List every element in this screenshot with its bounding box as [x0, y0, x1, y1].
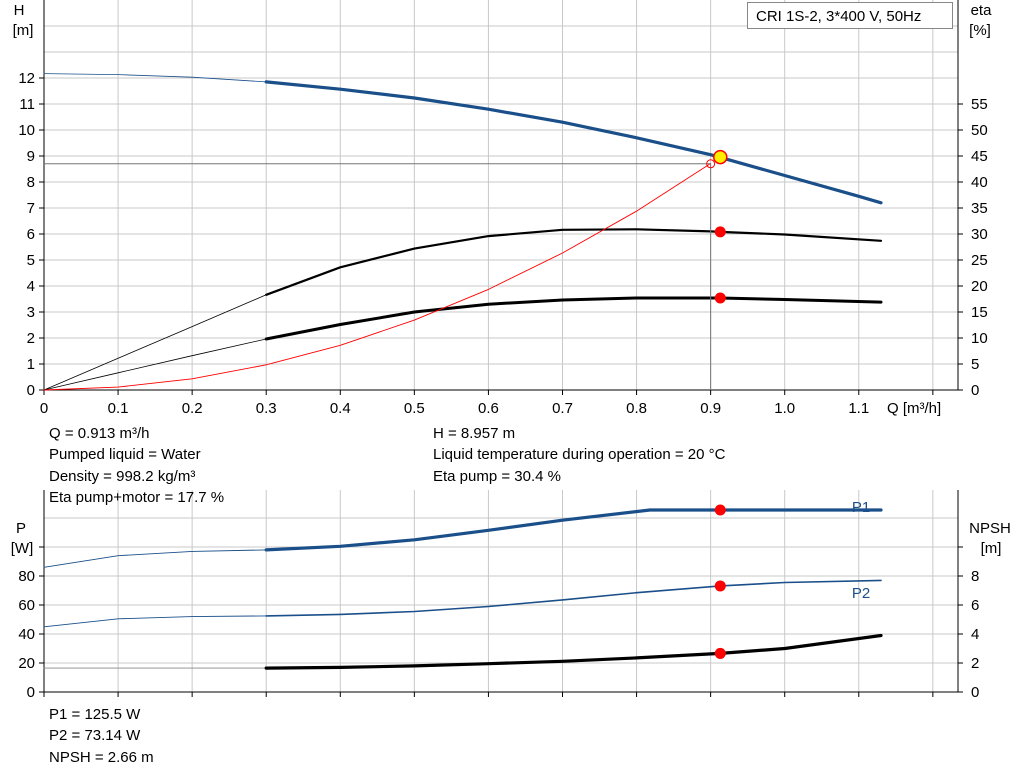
y-left-tick-label: 10: [18, 122, 35, 139]
y-right-tick-label: 30: [971, 226, 988, 243]
x-tick-label: 1.0: [774, 400, 795, 417]
npsh-value: NPSH = 2.66 m: [49, 748, 154, 766]
system-curve-end-marker: [706, 159, 716, 169]
x-tick-label: 0.2: [182, 400, 203, 417]
head-curve-thin: [43, 73, 267, 83]
axes: [39, 0, 963, 697]
npsh-tick-label: 6: [971, 597, 979, 614]
npsh-tick-label: 0: [971, 684, 979, 701]
eta-pump-curve-thin: [43, 294, 267, 391]
npsh-curve-thick: [264, 633, 883, 670]
grid-lines: [43, 0, 958, 693]
system-curve-curve: [43, 163, 712, 391]
x-tick-label: 1.1: [848, 400, 869, 417]
y-left-tick-label: 4: [27, 278, 35, 295]
pump-title-box: CRI 1S-2, 3*400 V, 50Hz: [747, 2, 953, 29]
y-right-axis-label: eta: [971, 2, 993, 19]
y-right-tick-label: 0: [971, 382, 979, 399]
y-left-tick-label: 3: [27, 304, 35, 321]
head-curve-thick: [264, 80, 883, 205]
p1-series-label: P1: [852, 499, 870, 516]
y-left-tick-label: 6: [27, 226, 35, 243]
y-left-tick-label: 0: [27, 382, 35, 399]
npsh-tick-label: 4: [971, 626, 979, 643]
x-tick-label: 0.5: [404, 400, 425, 417]
y-right-tick-label: 35: [971, 200, 988, 217]
y-left-axis-label: H: [14, 2, 25, 19]
y-right-tick-label: 15: [971, 304, 988, 321]
eta-pump-motor-curve-thick: [264, 296, 883, 341]
p-tick-label: 20: [18, 655, 35, 672]
eta-pump-motor-curve-thin: [43, 338, 267, 391]
density-value: Density = 998.2 kg/m³: [49, 467, 196, 485]
flow-value: Q = 0.913 m³/h: [49, 425, 150, 442]
duty-point-marker: [713, 149, 728, 165]
y-left-tick-label: 12: [18, 70, 35, 87]
y-right-tick-label: 55: [971, 96, 988, 113]
p1-curve-thick: [264, 508, 883, 552]
y-left-tick-label: 11: [19, 96, 35, 113]
y-left-tick-label: 9: [27, 148, 35, 165]
y-left-tick-label: 2: [27, 330, 35, 347]
eta-pump-motor-value: Eta pump+motor = 17.7 %: [49, 488, 225, 506]
npsh-axis-unit: [m]: [981, 540, 1002, 557]
p-axis-label: P: [16, 520, 26, 537]
p-tick-label: 60: [18, 597, 35, 614]
p1-operating-point: [714, 504, 726, 516]
info-block-right: H = 8.957 m Liquid temperature during op…: [433, 423, 725, 487]
curves: [43, 73, 883, 670]
npsh-tick-label: 2: [971, 655, 979, 672]
y-right-tick-label: 20: [971, 278, 988, 295]
y-right-axis-unit: [%]: [969, 22, 991, 39]
y-left-tick-label: 5: [27, 252, 35, 269]
y-right-tick-label: 50: [971, 122, 988, 139]
p1-value: P1 = 125.5 W: [49, 706, 141, 723]
head-value: H = 8.957 m: [433, 425, 516, 442]
p2-curve-thick: [265, 579, 882, 617]
y-right-tick-label: 10: [971, 330, 988, 347]
info-block-left: Q = 0.913 m³/h Pumped liquid = Water Den…: [49, 423, 224, 508]
p-axis-unit: [W]: [11, 540, 34, 557]
x-tick-label: 0.9: [700, 400, 721, 417]
info-block-bottom: P1 = 125.5 W P2 = 73.14 W NPSH = 2.66 m: [49, 704, 154, 768]
y-right-tick-label: 40: [971, 174, 988, 191]
y-right-tick-label: 25: [971, 252, 988, 269]
x-tick-label: 0.4: [330, 400, 351, 417]
x-tick-label: 0.1: [108, 400, 129, 417]
x-tick-label: 0.8: [626, 400, 647, 417]
y-left-tick-label: 1: [27, 356, 35, 373]
y-left-tick-label: 7: [27, 200, 35, 217]
p2-value: P2 = 73.14 W: [49, 727, 141, 745]
y-right-tick-label: 45: [971, 148, 988, 165]
x-axis-label: Q [m³/h]: [887, 400, 941, 417]
x-tick-label: 0: [40, 400, 48, 417]
p2-operating-point: [714, 580, 726, 592]
p-tick-label: 0: [27, 684, 35, 701]
y-left-tick-label: 8: [27, 174, 35, 191]
liquid-temperature: Liquid temperature during operation = 20…: [433, 446, 726, 464]
p2-curve-thin: [43, 615, 267, 628]
x-tick-label: 0.6: [478, 400, 499, 417]
eta-pump-curve-thick: [265, 228, 883, 296]
operating-point-markers: [706, 149, 728, 659]
p1-curve-thin: [43, 549, 267, 568]
p2-series-label: P2: [852, 585, 870, 602]
x-tick-label: 0.3: [256, 400, 277, 417]
pumped-liquid: Pumped liquid = Water: [49, 446, 201, 464]
axis-labels: 0 0.1 0.2 0.3 0.4 0.5 0.6 0.7 0.8 0.9 1.0 1.1 Q [m³/…: [11, 2, 1011, 701]
y-right-tick-label: 5: [971, 356, 979, 373]
eta-pump-operating-point: [714, 226, 726, 238]
p-tick-label: 80: [18, 568, 35, 585]
p-tick-label: 40: [18, 626, 35, 643]
pump-title: CRI 1S-2, 3*400 V, 50Hz: [756, 8, 922, 25]
x-tick-label: 0.7: [552, 400, 573, 417]
npsh-tick-label: 8: [971, 568, 979, 585]
eta-total-operating-point: [714, 292, 726, 304]
npsh-axis-label: NPSH: [969, 520, 1011, 537]
eta-pump-value: Eta pump = 30.4 %: [433, 467, 561, 485]
y-left-axis-unit: [m]: [13, 22, 34, 39]
npsh-operating-point: [714, 647, 726, 659]
